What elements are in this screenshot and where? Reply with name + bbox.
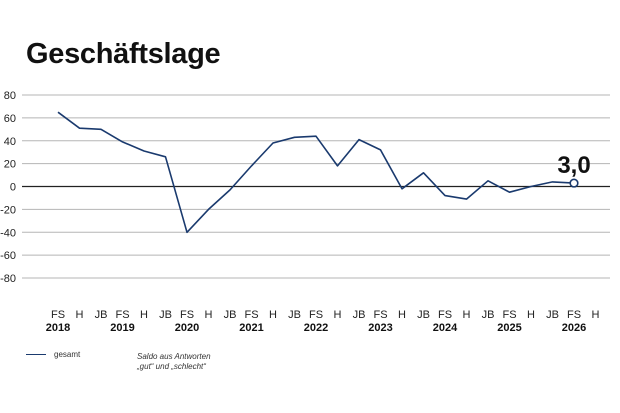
x-tick-labels: FS H JB FS H JB FS H JB FS H JB FS H JB FS H JB FS H JB FS H JB…	[51, 309, 600, 321]
x-tick-label: FS	[180, 309, 194, 321]
legend-note: Saldo aus Antworten „gut“ und „schlecht“	[137, 352, 211, 372]
chart-title: Geschäftslage	[26, 38, 221, 70]
x-tick-label: H	[334, 309, 342, 321]
x-tick-label: FS	[567, 309, 581, 321]
note-line-2: „gut“ und „schlecht“	[137, 362, 206, 371]
y-tick-label: 0	[10, 182, 16, 194]
x-tick-label: JB	[353, 309, 366, 321]
series-lines	[57, 111, 575, 234]
series-line-gesamt	[57, 111, 575, 234]
x-tick-label: H	[398, 309, 406, 321]
y-tick-label: 80	[4, 90, 16, 102]
note-line-1: Saldo aus Antworten	[137, 352, 211, 361]
x-tick-label: FS	[373, 309, 387, 321]
y-tick-label: -60	[0, 250, 16, 262]
year-label: 2023	[368, 322, 392, 334]
y-tick-labels: 80 60 40 20 0 -20 -40 -60 -80	[0, 90, 16, 285]
year-labels: 2018 2019 2020 2021 2022 2023 2024 2025 2026	[46, 322, 586, 334]
gridlines	[22, 94, 610, 279]
legend: gesamt	[26, 350, 80, 359]
annotation-group: 3,0	[557, 152, 591, 188]
x-tick-label: FS	[502, 309, 516, 321]
x-tick-label: FS	[115, 309, 129, 321]
x-tick-label: H	[76, 309, 84, 321]
x-tick-label: JB	[159, 309, 172, 321]
x-tick-label: JB	[288, 309, 301, 321]
year-label: 2020	[175, 322, 199, 334]
x-tick-label: JB	[95, 309, 108, 321]
year-label: 2021	[239, 322, 263, 334]
x-tick-label: JB	[482, 309, 495, 321]
x-tick-label: FS	[51, 309, 65, 321]
y-tick-label: -20	[0, 204, 16, 216]
legend-line-swatch	[26, 354, 46, 356]
y-tick-label: 20	[4, 159, 16, 171]
x-tick-label: H	[205, 309, 213, 321]
x-tick-label: FS	[438, 309, 452, 321]
year-label: 2025	[497, 322, 521, 334]
x-tick-label: H	[527, 309, 535, 321]
legend-label: gesamt	[54, 350, 81, 359]
x-tick-label: H	[140, 309, 148, 321]
last-value-label: 3,0	[557, 152, 590, 179]
x-tick-label: FS	[309, 309, 323, 321]
x-tick-label: JB	[224, 309, 237, 321]
year-label: 2022	[304, 322, 328, 334]
x-tick-label: H	[269, 309, 277, 321]
year-label: 2019	[110, 322, 134, 334]
year-label: 2026	[562, 322, 586, 334]
last-value-marker	[569, 178, 579, 188]
year-label: 2018	[46, 322, 70, 334]
y-tick-label: -80	[0, 273, 16, 285]
year-label: 2024	[433, 322, 458, 334]
x-tick-label: JB	[417, 309, 430, 321]
x-tick-label: H	[592, 309, 600, 321]
y-tick-label: -40	[0, 227, 16, 239]
y-tick-label: 60	[4, 113, 16, 125]
x-tick-label: H	[463, 309, 471, 321]
y-tick-label: 40	[4, 136, 16, 148]
x-tick-label: FS	[244, 309, 258, 321]
x-tick-label: JB	[546, 309, 559, 321]
